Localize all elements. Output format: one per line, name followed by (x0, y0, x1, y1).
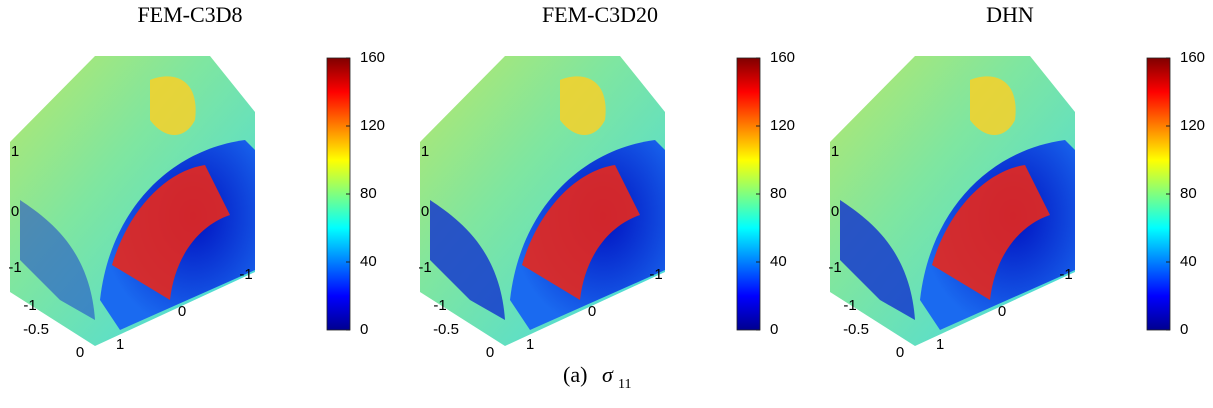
colorbar-tick-label: 160 (1180, 49, 1205, 66)
colorbar-tick-label: 120 (770, 117, 795, 134)
high-region (970, 76, 1016, 135)
y-tick-label: -1 (1059, 266, 1072, 283)
x-tick-label: -1 (433, 297, 446, 314)
stress-band (112, 165, 230, 300)
colorbar-tick-label: 0 (360, 321, 368, 338)
high-region (150, 76, 196, 135)
colorbar-tick-label: 40 (1180, 253, 1197, 270)
stress-band (522, 165, 640, 300)
z-tick-label: 0 (421, 203, 429, 220)
x-tick-label: -1 (23, 297, 36, 314)
y-tick-label: 1 (116, 336, 124, 353)
x-tick-label: -1 (843, 297, 856, 314)
z-tick-label: 0 (831, 203, 839, 220)
colorbar-tick-label: 120 (1180, 117, 1205, 134)
low-region (20, 200, 95, 320)
caption-label: (a) (563, 362, 587, 387)
y-tick-label: -1 (239, 266, 252, 283)
z-tick-label: 1 (831, 143, 839, 160)
x-tick-label: -0.5 (433, 321, 459, 338)
x-tick-label: 0 (896, 344, 904, 361)
z-tick-label: -1 (8, 259, 21, 276)
colorbar-tick-label: 0 (1180, 321, 1188, 338)
x-tick-label: -0.5 (23, 321, 49, 338)
z-tick-label: 0 (11, 203, 19, 220)
low-region (430, 200, 505, 320)
panel-title: DHN (986, 2, 1034, 27)
colorbar-tick-label: 120 (360, 117, 385, 134)
colorbar-tick-label: 0 (770, 321, 778, 338)
colorbar-tick-label: 160 (770, 49, 795, 66)
panel: FEM-C3D20 1 0 -1 -1 -0.5 0 1 0 -1 0 40 80 120 160 (418, 2, 795, 361)
x-tick-label: 0 (486, 344, 494, 361)
z-tick-label: 1 (11, 143, 19, 160)
z-tick-label: 1 (421, 143, 429, 160)
panel: FEM-C3D8 1 0 -1 -1 -0.5 0 1 0 -1 0 40 80 120 160 (8, 2, 385, 361)
stress-band (932, 165, 1050, 300)
z-tick-label: -1 (828, 259, 841, 276)
high-region (560, 76, 606, 135)
colorbar-tick-label: 40 (360, 253, 377, 270)
colorbar-tick-label: 80 (770, 185, 787, 202)
x-tick-label: 0 (76, 344, 84, 361)
y-tick-label: 0 (178, 303, 186, 320)
y-tick-label: 1 (936, 336, 944, 353)
low-region (840, 200, 915, 320)
y-tick-label: 0 (998, 303, 1006, 320)
caption-subscript: 11 (618, 377, 631, 392)
colorbar-tick-label: 40 (770, 253, 787, 270)
y-tick-label: -1 (649, 266, 662, 283)
caption-symbol: σ (602, 362, 614, 387)
x-tick-label: -0.5 (843, 321, 869, 338)
colorbar-tick-label: 80 (360, 185, 377, 202)
panel-title: FEM-C3D20 (542, 2, 658, 27)
colorbar-tick-label: 80 (1180, 185, 1197, 202)
panel: DHN 1 0 -1 -1 -0.5 0 1 0 -1 0 40 80 120 160 (828, 2, 1205, 361)
colorbar-tick-label: 160 (360, 49, 385, 66)
panel-title: FEM-C3D8 (137, 2, 242, 27)
z-tick-label: -1 (418, 259, 431, 276)
y-tick-label: 0 (588, 303, 596, 320)
y-tick-label: 1 (526, 336, 534, 353)
